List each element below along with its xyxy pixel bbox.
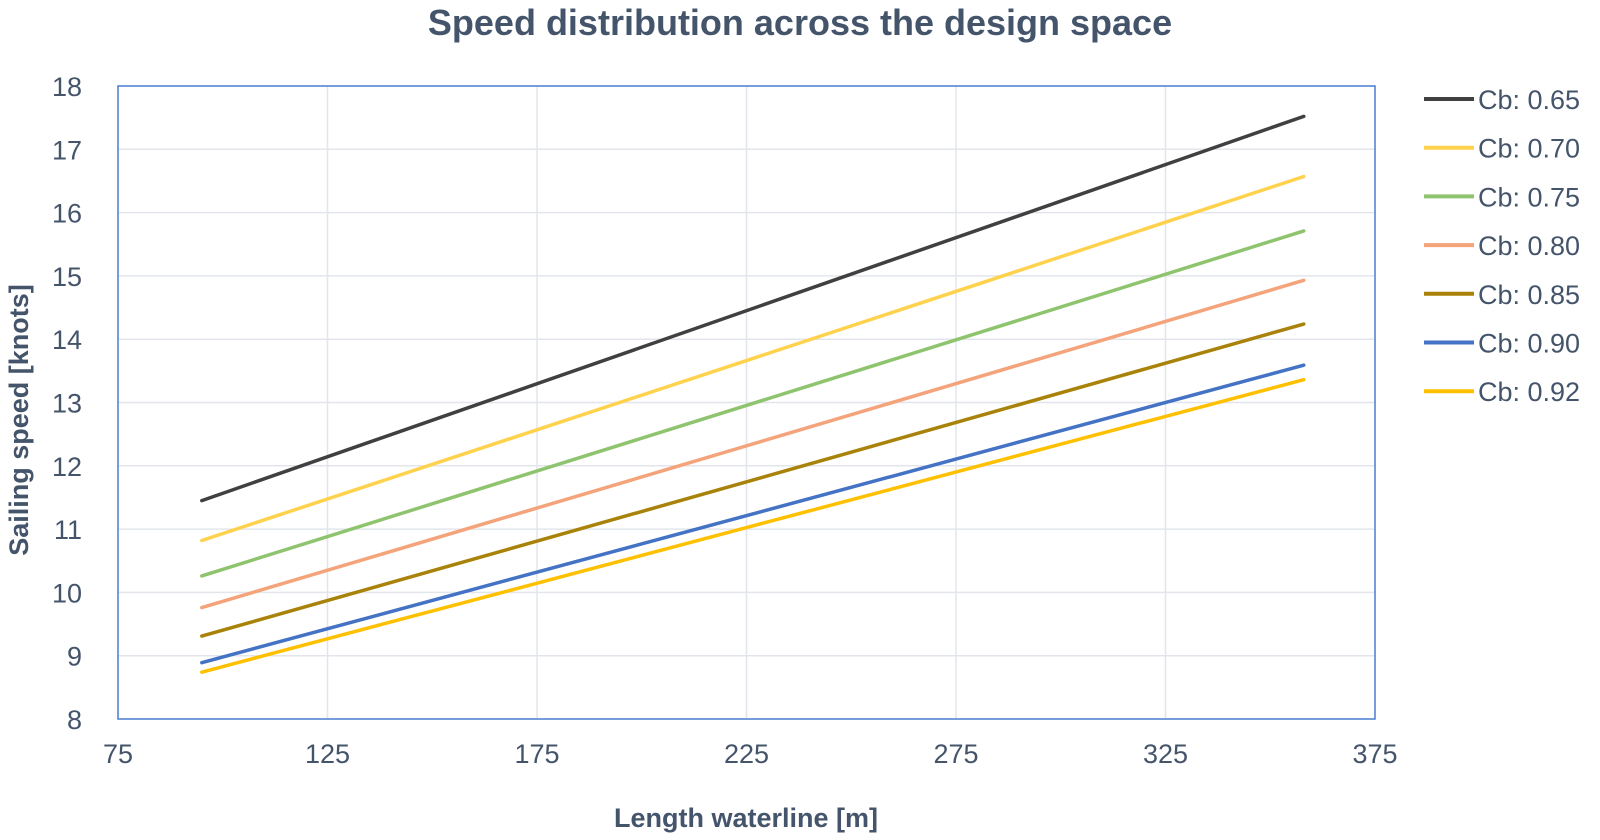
series-layer (200, 114, 1306, 674)
x-tick-label: 325 (1143, 739, 1188, 769)
plot-area (117, 85, 1376, 720)
series-line (200, 322, 1306, 638)
legend-label: Cb: 0.92 (1478, 377, 1580, 407)
x-tick-label: 275 (933, 739, 978, 769)
legend: Cb: 0.65 Cb: 0.70 Cb: 0.75 Cb: 0.80 Cb: 0.85… (1424, 85, 1580, 407)
x-tick-label: 225 (724, 739, 769, 769)
legend-label: Cb: 0.70 (1478, 134, 1580, 164)
y-tick-label: 9 (67, 642, 82, 672)
y-axis-ticks: 8 9 10 11 12 13 14 15 16 17 18 (52, 72, 82, 735)
y-tick-label: 15 (52, 262, 82, 292)
series-line (200, 229, 1306, 578)
series-line (200, 114, 1306, 503)
series-line (200, 278, 1306, 610)
y-tick-label: 16 (52, 199, 82, 229)
chart-title: Speed distribution across the design spa… (428, 2, 1172, 43)
legend-label: Cb: 0.65 (1478, 85, 1580, 115)
legend-label: Cb: 0.75 (1478, 182, 1580, 212)
x-axis-ticks: 75 125 175 225 275 325 375 (103, 739, 1398, 769)
y-axis-title: Sailing speed [knots] (4, 284, 34, 556)
y-tick-label: 12 (52, 452, 82, 482)
y-tick-label: 14 (52, 325, 82, 355)
y-tick-label: 17 (52, 135, 82, 165)
y-tick-label: 8 (67, 705, 82, 735)
x-tick-label: 125 (305, 739, 350, 769)
x-tick-label: 375 (1352, 739, 1397, 769)
legend-label: Cb: 0.90 (1478, 329, 1580, 359)
y-tick-label: 18 (52, 72, 82, 102)
y-tick-label: 11 (54, 515, 82, 545)
x-axis-title: Length waterline [m] (614, 803, 878, 833)
legend-label: Cb: 0.85 (1478, 280, 1580, 310)
legend-label: Cb: 0.80 (1478, 231, 1580, 261)
series-line (200, 174, 1306, 543)
x-tick-label: 175 (514, 739, 559, 769)
y-tick-label: 13 (52, 389, 82, 419)
series-line (200, 363, 1306, 665)
y-tick-label: 10 (52, 578, 82, 608)
grid (118, 86, 1375, 719)
x-tick-label: 75 (103, 739, 133, 769)
series-line (200, 377, 1306, 674)
